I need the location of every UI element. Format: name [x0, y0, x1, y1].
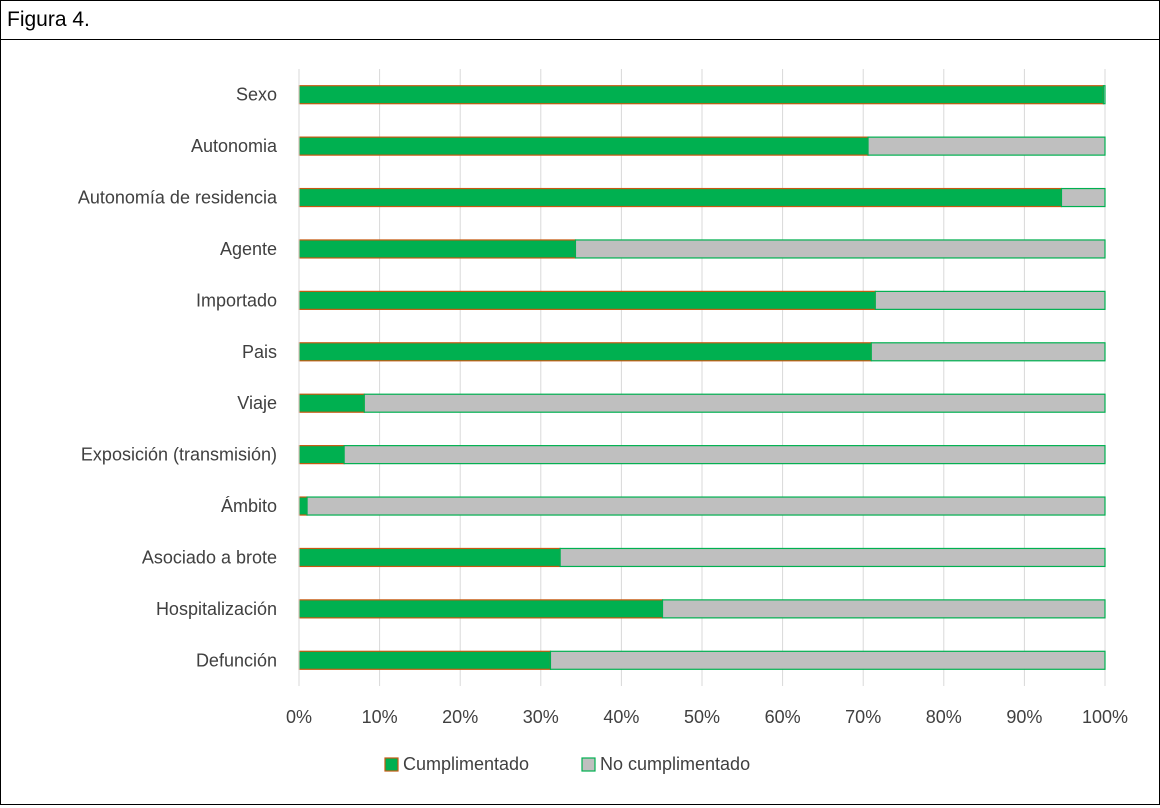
category-label: Defunción: [196, 650, 277, 670]
figure-title-bar: Figura 4.: [1, 1, 1159, 40]
x-tick-label: 70%: [845, 707, 881, 727]
category-label: Sexo: [236, 85, 277, 105]
stacked-bar-chart: Sexo Autonomia Autonomía de residencia Agen…: [78, 69, 1128, 774]
bar-no-cumplimentado: [559, 547, 1106, 568]
bar-cumplimentado: [298, 650, 552, 670]
bar-no-cumplimentado: [1060, 187, 1106, 208]
category-label: Autonomía de residencia: [78, 188, 278, 208]
category-label: Importado: [196, 290, 277, 310]
category-label: Agente: [220, 239, 277, 259]
bar-cumplimentado: [298, 445, 345, 465]
x-tick-label: 90%: [1006, 707, 1042, 727]
x-tick-label: 100%: [1082, 707, 1128, 727]
category-label: Exposición (transmisión): [81, 445, 277, 465]
bar-no-cumplimentado: [867, 136, 1106, 156]
legend-label-cumplimentado: Cumplimentado: [403, 754, 529, 774]
x-tick-label: 50%: [684, 707, 720, 727]
x-tick-label: 80%: [926, 707, 962, 727]
bar-cumplimentado: [298, 342, 872, 362]
bar-no-cumplimentado: [574, 239, 1106, 259]
bar-cumplimentado: [298, 496, 308, 516]
bar-no-cumplimentado: [870, 342, 1106, 362]
figure-title: Figura 4.: [7, 8, 90, 31]
x-tick-label: 40%: [603, 707, 639, 727]
chart-area: Sexo Autonomia Autonomía de residencia Agen…: [7, 41, 1157, 803]
bar-cumplimentado: [298, 599, 664, 619]
bar-no-cumplimentado: [343, 445, 1106, 465]
x-tick-label: 10%: [362, 707, 398, 727]
bar-no-cumplimentado: [661, 599, 1106, 619]
bar-cumplimentado: [298, 85, 1104, 105]
bar-cumplimentado: [298, 393, 365, 413]
bar-no-cumplimentado: [874, 290, 1106, 310]
x-tick-label: 30%: [523, 707, 559, 727]
legend-swatch-cumplimentado: [384, 757, 399, 772]
bar-cumplimentado: [298, 187, 1063, 208]
bar-no-cumplimentado: [306, 496, 1106, 516]
bar-cumplimentado: [298, 290, 876, 310]
bar-cumplimentado: [298, 136, 869, 156]
category-label: Pais: [242, 342, 277, 362]
bar-cumplimentado: [298, 547, 561, 568]
bar-no-cumplimentado: [1102, 85, 1106, 105]
category-label: Asociado a brote: [142, 547, 277, 567]
category-label: Viaje: [237, 393, 277, 413]
bar-cumplimentado: [298, 239, 577, 259]
category-label: Hospitalización: [156, 599, 277, 619]
x-tick-label: 60%: [765, 707, 801, 727]
x-tick-label: 20%: [442, 707, 478, 727]
category-label: Ámbito: [221, 496, 277, 516]
bar-no-cumplimentado: [363, 393, 1106, 413]
legend-label-no-cumplimentado: No cumplimentado: [600, 754, 750, 774]
bar-no-cumplimentado: [549, 650, 1106, 670]
x-tick-label: 0%: [286, 707, 312, 727]
category-label: Autonomia: [191, 136, 278, 156]
legend-swatch-no-cumplimentado: [581, 757, 596, 772]
